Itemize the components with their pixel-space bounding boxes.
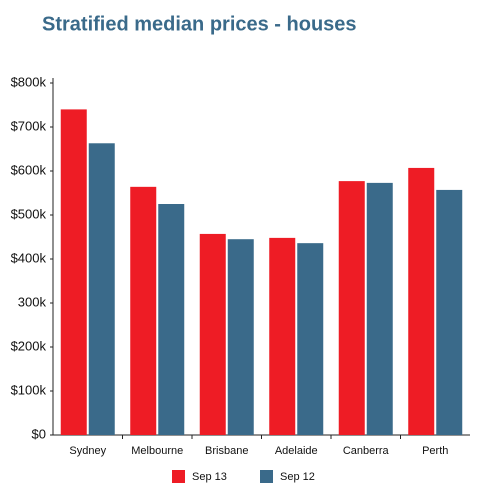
bar <box>338 181 365 435</box>
y-tick-label: $200k <box>11 338 47 353</box>
x-tick-label: Perth <box>422 445 448 457</box>
x-tick-label: Brisbane <box>205 445 248 457</box>
bar <box>130 186 157 435</box>
bar <box>60 109 87 436</box>
x-tick-label: Sydney <box>69 445 106 457</box>
bar <box>199 233 226 435</box>
y-tick-label: $700k <box>11 118 47 133</box>
y-tick-label: $0 <box>32 426 46 441</box>
x-tick-label: Melbourne <box>131 445 183 457</box>
legend-label: Sep 13 <box>192 471 227 483</box>
y-tick-label: $600k <box>11 162 47 177</box>
x-tick-label: Canberra <box>343 445 390 457</box>
bar <box>269 237 296 435</box>
chart-title: Stratified median prices - houses <box>42 13 357 35</box>
y-tick-label: $100k <box>11 382 47 397</box>
bar <box>88 143 115 435</box>
legend-label: Sep 12 <box>280 471 315 483</box>
bar <box>297 243 324 435</box>
bar <box>436 189 463 435</box>
legend-swatch <box>172 470 185 483</box>
bar <box>366 182 393 435</box>
bar <box>227 239 254 435</box>
legend-swatch <box>260 470 273 483</box>
bar <box>158 204 185 435</box>
y-tick-label: $800k <box>11 74 47 89</box>
y-tick-label: $500k <box>11 206 47 221</box>
x-tick-label: Adelaide <box>275 445 318 457</box>
y-tick-label: 300k <box>18 294 47 309</box>
bar <box>408 167 435 436</box>
y-tick-label: $400k <box>11 250 47 265</box>
